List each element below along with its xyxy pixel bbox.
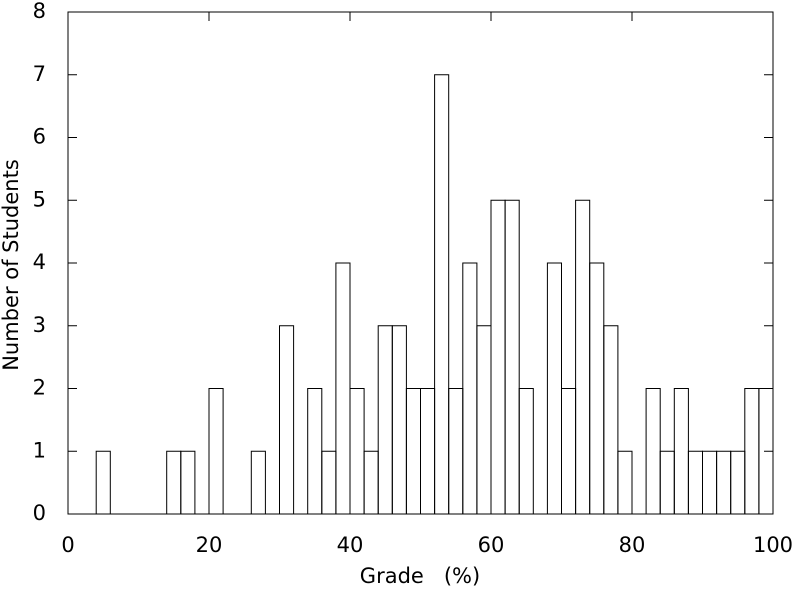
histogram-bar <box>208 388 224 515</box>
histogram-bar <box>546 262 563 515</box>
y-tick-label: 5 <box>33 187 46 211</box>
y-tick-label: 6 <box>33 125 46 149</box>
histogram-bar <box>363 450 379 515</box>
histogram-bar <box>321 450 337 515</box>
y-tick-label: 7 <box>33 62 46 86</box>
histogram-bar <box>405 388 421 515</box>
x-tick-label: 100 <box>753 533 793 557</box>
histogram-bar <box>673 388 689 515</box>
histogram-bar <box>603 325 619 515</box>
histogram-bar <box>391 325 407 515</box>
x-tick-label: 0 <box>61 533 74 557</box>
y-tick-label: 2 <box>33 376 46 400</box>
histogram-bar <box>279 325 295 515</box>
histogram-bar <box>518 388 534 515</box>
histogram-bar <box>504 199 520 515</box>
histogram-bar <box>617 450 633 515</box>
histogram-bar <box>250 450 266 515</box>
histogram-bar <box>180 450 196 515</box>
histogram-bar <box>420 388 436 515</box>
histogram-bar <box>166 450 182 515</box>
histogram-bar <box>744 388 760 515</box>
y-tick-label: 0 <box>33 501 46 525</box>
histogram-bar <box>476 325 492 515</box>
x-tick-label: 40 <box>337 533 364 557</box>
x-tick-label: 60 <box>478 533 505 557</box>
histogram-bar <box>335 262 351 515</box>
histogram-bar <box>589 262 605 515</box>
histogram-bar <box>730 450 746 515</box>
histogram-bar <box>377 325 393 515</box>
x-tick-label: 80 <box>619 533 646 557</box>
histogram-bar <box>349 388 365 515</box>
histogram-bar <box>758 388 774 515</box>
y-axis-label: Number of Students <box>0 159 23 371</box>
histogram-bar <box>307 388 323 515</box>
histogram-bar <box>659 450 675 515</box>
histogram-bar <box>490 199 506 515</box>
y-tick-label: 4 <box>33 250 46 274</box>
x-axis-label: Grade (%) <box>360 564 480 588</box>
histogram-bar <box>687 450 704 515</box>
y-tick-label: 8 <box>33 0 46 23</box>
x-tick-label: 20 <box>196 533 223 557</box>
histogram-bar <box>448 388 464 515</box>
y-tick-label: 3 <box>33 313 46 337</box>
histogram-bar <box>561 388 577 515</box>
histogram-bar <box>95 450 111 515</box>
y-tick-label: 1 <box>33 438 46 462</box>
histogram-bar <box>645 388 661 515</box>
histogram-bar <box>462 262 478 515</box>
histogram-bar <box>575 199 591 515</box>
histogram-bar <box>716 450 732 515</box>
histogram-bar <box>702 450 718 515</box>
histogram-bar <box>434 74 450 515</box>
